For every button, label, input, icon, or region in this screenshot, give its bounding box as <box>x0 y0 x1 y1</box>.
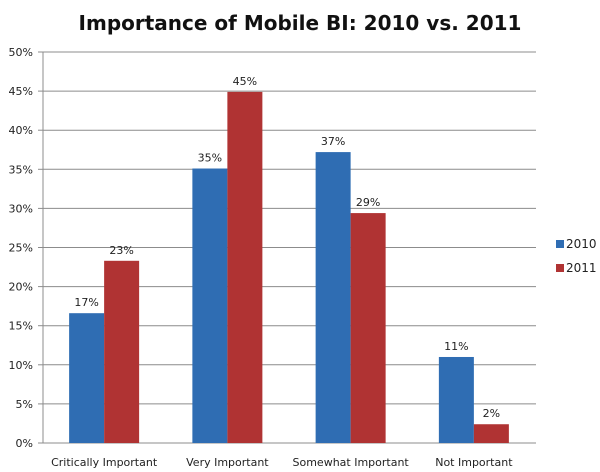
legend-label: 2011 <box>566 261 597 275</box>
bar-2010-3 <box>438 356 474 443</box>
y-tick-label: 30% <box>9 202 33 215</box>
y-tick-label: 45% <box>9 85 33 98</box>
bar-2010-2 <box>315 152 351 443</box>
data-labels: 17% 23% 35% 45% 37% 29% 11% 2% <box>74 75 500 420</box>
x-axis-categories: Critically Important Very Important Somewh… <box>51 456 513 469</box>
data-label: 23% <box>109 244 133 257</box>
x-category-label: Not Important <box>435 456 513 469</box>
y-tick-label: 50% <box>9 46 33 59</box>
bar-2011-0 <box>104 260 140 443</box>
data-label: 37% <box>321 135 345 148</box>
data-label: 11% <box>444 340 468 353</box>
bar-2010-0 <box>69 313 105 443</box>
y-axis-ticks: 0% 5% 10% 15% 20% 25% 30% 35% 40% 45% 50% <box>9 46 33 450</box>
bar-2011-3 <box>473 424 509 443</box>
y-tick-label: 15% <box>9 320 33 333</box>
legend-label: 2010 <box>566 237 597 251</box>
x-category-label: Critically Important <box>51 456 158 469</box>
y-tick-label: 40% <box>9 124 33 137</box>
y-tick-label: 25% <box>9 242 33 255</box>
legend: 2010 2011 <box>556 237 597 275</box>
y-tick-label: 35% <box>9 163 33 176</box>
x-category-label: Very Important <box>186 456 269 469</box>
y-tick-label: 10% <box>9 359 33 372</box>
data-label: 35% <box>198 152 222 165</box>
bar-2010-1 <box>192 168 228 443</box>
data-label: 17% <box>74 296 98 309</box>
data-label: 29% <box>356 196 380 209</box>
y-tick-label: 5% <box>16 398 33 411</box>
bars <box>69 91 509 443</box>
data-label: 2% <box>483 407 500 420</box>
y-tick-label: 20% <box>9 281 33 294</box>
legend-swatch-2010 <box>556 240 564 248</box>
legend-swatch-2011 <box>556 264 564 272</box>
chart-title: Importance of Mobile BI: 2010 vs. 2011 <box>79 11 522 35</box>
data-label: 45% <box>233 75 257 88</box>
x-category-label: Somewhat Important <box>293 456 410 469</box>
bar-2011-1 <box>227 91 263 443</box>
y-tick-label: 0% <box>16 437 33 450</box>
bar-2011-2 <box>350 213 386 443</box>
